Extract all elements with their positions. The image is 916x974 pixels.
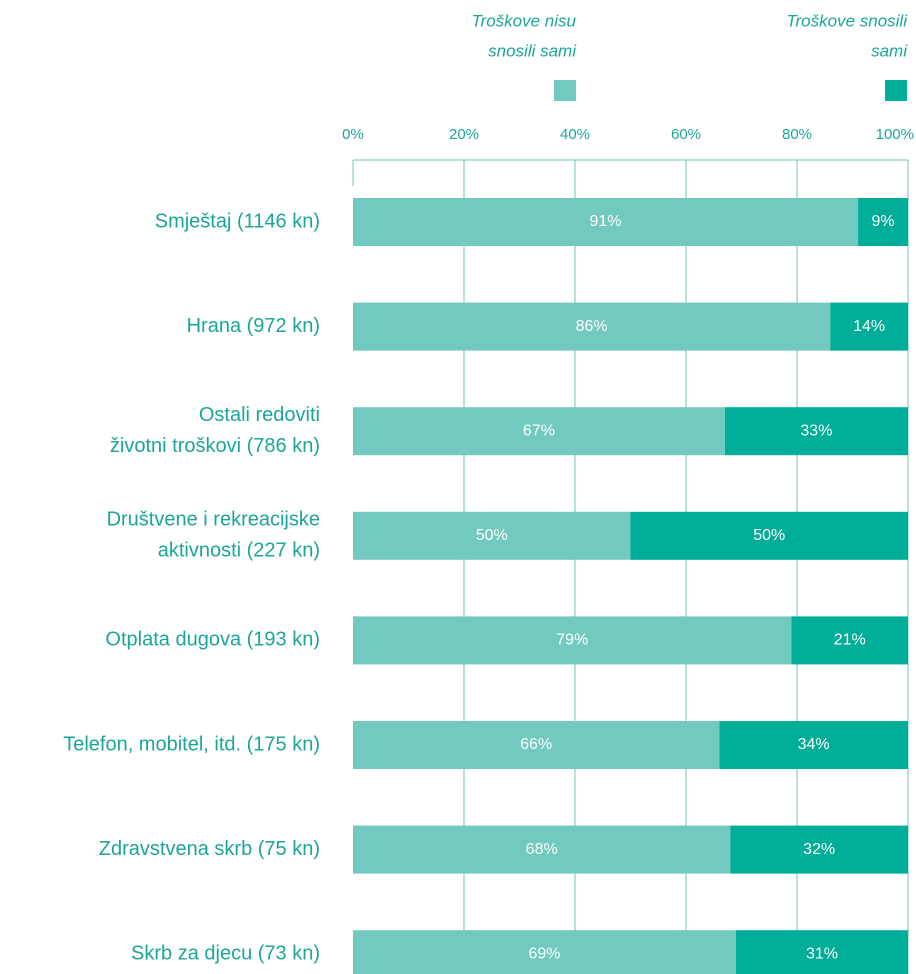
- x-tick-label: 40%: [560, 126, 590, 143]
- value-label: 91%: [590, 213, 622, 230]
- bar-segment: [353, 616, 792, 665]
- category-label: Skrb za djecu (73 kn): [131, 942, 320, 964]
- category-label: životni troškovi (786 kn): [110, 435, 320, 457]
- bar-segment: [719, 721, 908, 769]
- category-label: Telefon, mobitel, itd. (175 kn): [63, 733, 320, 755]
- x-tick-label: 20%: [449, 126, 479, 143]
- bar-segment: [630, 511, 908, 560]
- x-tick-label: 60%: [671, 126, 701, 143]
- legend-label: snosili sami: [488, 41, 577, 60]
- bar-segment: [730, 825, 908, 874]
- category-label: aktivnosti (227 kn): [158, 540, 320, 562]
- legend-label: Troškove nisu: [471, 11, 576, 30]
- x-tick-label: 80%: [782, 126, 812, 143]
- bar-segment: [353, 930, 736, 974]
- value-label: 31%: [806, 945, 838, 962]
- bar-segment: [353, 198, 859, 246]
- value-label: 21%: [834, 632, 866, 649]
- value-label: 67%: [523, 422, 555, 439]
- category-label: Ostali redoviti: [199, 404, 320, 426]
- bar-segment: [724, 407, 908, 456]
- value-label: 33%: [800, 422, 832, 439]
- bar-segment: [735, 930, 908, 974]
- value-label: 50%: [753, 527, 785, 544]
- category-label: Otplata dugova (193 kn): [105, 629, 320, 651]
- bar-segment: [353, 511, 631, 560]
- value-label: 50%: [476, 527, 508, 544]
- bar-segment: [830, 302, 908, 351]
- legend-swatch: [885, 80, 907, 101]
- legend-label: sami: [871, 41, 908, 60]
- x-tick-label: 0%: [342, 126, 364, 143]
- category-label: Zdravstvena skrb (75 kn): [99, 838, 320, 860]
- bar-segment: [353, 721, 720, 769]
- value-label: 68%: [526, 841, 558, 858]
- value-label: 69%: [528, 945, 560, 962]
- category-label: Društvene i rekreacijske: [107, 509, 320, 531]
- bar-segment: [353, 825, 731, 874]
- value-label: 66%: [520, 736, 552, 753]
- value-label: 86%: [576, 318, 608, 335]
- value-label: 9%: [871, 213, 894, 230]
- bar-segment: [858, 198, 908, 246]
- legend-swatch: [554, 80, 576, 101]
- value-label: 32%: [803, 841, 835, 858]
- bar-segment: [791, 616, 908, 665]
- value-label: 79%: [556, 632, 588, 649]
- category-label: Hrana (972 kn): [187, 315, 320, 337]
- category-label: Smještaj (1146 kn): [155, 210, 320, 232]
- value-label: 14%: [853, 318, 885, 335]
- legend-label: Troškove snosili: [786, 11, 908, 30]
- bar-segment: [353, 407, 725, 456]
- bar-segment: [353, 302, 831, 351]
- x-tick-label: 100%: [876, 126, 914, 143]
- value-label: 34%: [798, 736, 830, 753]
